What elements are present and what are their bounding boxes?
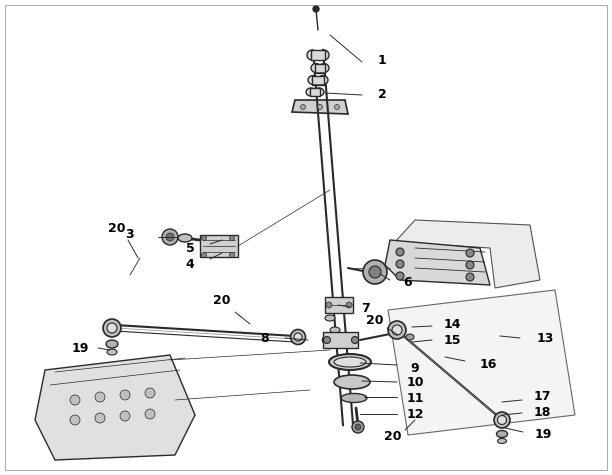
Circle shape bbox=[145, 409, 155, 419]
Text: 6: 6 bbox=[404, 276, 412, 289]
Text: 20: 20 bbox=[366, 314, 384, 326]
Circle shape bbox=[313, 6, 319, 12]
Circle shape bbox=[369, 266, 381, 278]
Circle shape bbox=[318, 104, 323, 110]
Text: 20: 20 bbox=[384, 430, 401, 444]
Circle shape bbox=[300, 104, 305, 110]
Text: 13: 13 bbox=[536, 332, 554, 344]
Circle shape bbox=[396, 248, 404, 256]
Text: 12: 12 bbox=[406, 408, 424, 421]
Ellipse shape bbox=[319, 64, 329, 73]
Circle shape bbox=[166, 233, 174, 241]
Bar bbox=[315, 64, 325, 73]
Ellipse shape bbox=[325, 315, 335, 321]
Circle shape bbox=[346, 302, 352, 308]
Circle shape bbox=[95, 413, 105, 423]
Polygon shape bbox=[395, 220, 540, 288]
Circle shape bbox=[201, 236, 206, 240]
Text: 14: 14 bbox=[443, 319, 461, 332]
Ellipse shape bbox=[103, 319, 121, 337]
Polygon shape bbox=[388, 290, 575, 435]
Circle shape bbox=[466, 273, 474, 281]
Circle shape bbox=[324, 336, 330, 343]
Ellipse shape bbox=[392, 325, 402, 335]
Polygon shape bbox=[292, 100, 348, 114]
Bar bbox=[310, 88, 320, 96]
Circle shape bbox=[326, 302, 332, 308]
Circle shape bbox=[230, 253, 234, 257]
Ellipse shape bbox=[498, 438, 507, 444]
Circle shape bbox=[70, 415, 80, 425]
Circle shape bbox=[351, 336, 359, 343]
Text: 3: 3 bbox=[125, 228, 134, 240]
Bar bbox=[325, 297, 353, 313]
Ellipse shape bbox=[334, 357, 366, 367]
Circle shape bbox=[352, 421, 364, 433]
Ellipse shape bbox=[308, 76, 318, 85]
Circle shape bbox=[466, 261, 474, 269]
Bar bbox=[312, 76, 324, 85]
Circle shape bbox=[335, 104, 340, 110]
Ellipse shape bbox=[311, 64, 321, 73]
Ellipse shape bbox=[319, 50, 329, 60]
Text: 9: 9 bbox=[411, 361, 419, 374]
Circle shape bbox=[120, 390, 130, 400]
Ellipse shape bbox=[314, 88, 324, 96]
Text: 11: 11 bbox=[406, 391, 424, 405]
Circle shape bbox=[466, 249, 474, 257]
Ellipse shape bbox=[494, 412, 510, 428]
Ellipse shape bbox=[107, 349, 117, 355]
Ellipse shape bbox=[106, 340, 118, 348]
Circle shape bbox=[396, 260, 404, 268]
Text: 15: 15 bbox=[443, 333, 461, 346]
Ellipse shape bbox=[496, 430, 507, 437]
Ellipse shape bbox=[330, 327, 340, 333]
Text: 20: 20 bbox=[213, 294, 231, 306]
Ellipse shape bbox=[294, 333, 302, 341]
Ellipse shape bbox=[323, 333, 357, 347]
Text: 8: 8 bbox=[261, 332, 269, 344]
Circle shape bbox=[145, 388, 155, 398]
Text: 7: 7 bbox=[360, 302, 370, 314]
Circle shape bbox=[363, 260, 387, 284]
Text: 17: 17 bbox=[533, 390, 551, 403]
Text: 5: 5 bbox=[185, 241, 195, 255]
Circle shape bbox=[70, 395, 80, 405]
Ellipse shape bbox=[334, 375, 370, 389]
Circle shape bbox=[201, 253, 206, 257]
Ellipse shape bbox=[306, 88, 316, 96]
Ellipse shape bbox=[107, 323, 117, 333]
Circle shape bbox=[95, 392, 105, 402]
Text: 19: 19 bbox=[534, 428, 551, 441]
Text: 4: 4 bbox=[185, 258, 195, 272]
Ellipse shape bbox=[498, 416, 507, 425]
Text: 20: 20 bbox=[108, 221, 125, 235]
Polygon shape bbox=[385, 240, 490, 285]
Ellipse shape bbox=[318, 76, 328, 85]
Ellipse shape bbox=[341, 393, 367, 402]
Circle shape bbox=[355, 424, 361, 430]
Text: 19: 19 bbox=[72, 342, 89, 354]
Ellipse shape bbox=[291, 330, 305, 344]
Text: 2: 2 bbox=[378, 88, 386, 102]
Ellipse shape bbox=[388, 321, 406, 339]
Circle shape bbox=[162, 229, 178, 245]
Circle shape bbox=[230, 236, 234, 240]
Ellipse shape bbox=[329, 354, 371, 370]
Text: 16: 16 bbox=[479, 359, 497, 371]
Polygon shape bbox=[35, 355, 195, 460]
Bar bbox=[311, 50, 325, 60]
Ellipse shape bbox=[307, 50, 317, 60]
Circle shape bbox=[396, 272, 404, 280]
Circle shape bbox=[120, 411, 130, 421]
Bar bbox=[323, 332, 358, 348]
Ellipse shape bbox=[178, 234, 192, 242]
Text: 1: 1 bbox=[378, 54, 386, 67]
Text: 18: 18 bbox=[533, 406, 551, 418]
Bar bbox=[200, 235, 238, 257]
Text: 10: 10 bbox=[406, 377, 424, 389]
Ellipse shape bbox=[406, 334, 414, 340]
